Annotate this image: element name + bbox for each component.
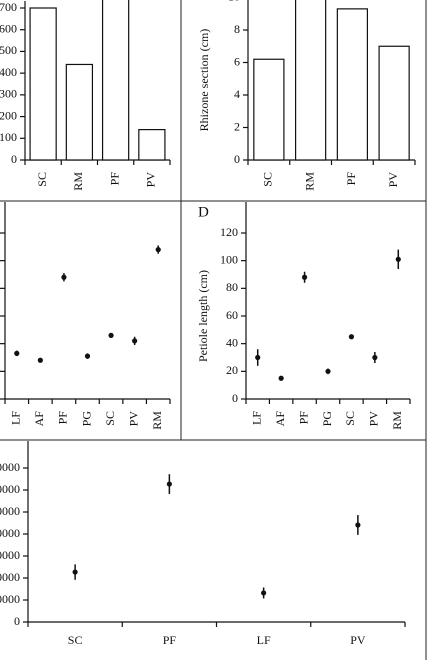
- y-tick-label: 100000: [0, 592, 20, 606]
- bar: [378, 45, 410, 161]
- x-tick-label: RM: [302, 172, 316, 191]
- y-tick-label: 80: [226, 280, 238, 294]
- panel: 0 100 200 300 400 500 600 700 SC RM PF PV: [0, 0, 171, 191]
- x-tick-label: AF: [273, 411, 287, 427]
- y-tick-label: 600000: [0, 482, 20, 496]
- panel: 020406080100120LFAFPFPGSCPVRM: [0, 202, 171, 430]
- data-point: [72, 569, 78, 575]
- x-tick-label: PF: [163, 633, 177, 647]
- panel: 0 20 40 60 80 100 120 Petiole length (cm) D LF AF P…: [196, 202, 411, 430]
- x-tick-label: PV: [386, 172, 400, 188]
- y-tick-label: 100: [220, 252, 238, 266]
- data-point: [348, 334, 355, 340]
- data-point: [108, 332, 114, 338]
- y-tick-label: 700: [0, 0, 17, 14]
- data-point: [132, 338, 138, 344]
- x-tick-label: SC: [68, 633, 83, 647]
- data-point: [301, 274, 308, 280]
- y-axis-label: Petiole length (cm): [196, 270, 210, 362]
- y-tick-label: 0: [232, 391, 238, 405]
- bar: [29, 7, 57, 161]
- panel: 0 100000 200000 300000 400000 500000 600000 700…: [0, 441, 406, 647]
- x-tick-label: PF: [344, 172, 358, 186]
- x-tick-label: PV: [367, 411, 381, 427]
- data-point: [61, 274, 67, 280]
- data-point: [278, 375, 284, 381]
- panel: 0 2 4 6 8 10 Rhizone section (cm) SC RM PF PV: [197, 0, 416, 191]
- y-tick-label: 600: [0, 21, 17, 35]
- data-point: [325, 368, 331, 374]
- x-tick-label: SC: [103, 411, 117, 426]
- data-point: [84, 353, 91, 359]
- bar: [294, 0, 327, 161]
- bar: [336, 8, 369, 161]
- x-tick-label: PG: [320, 411, 334, 427]
- y-tick-label: 700000: [0, 460, 20, 474]
- y-axis-label: Rhizone section (cm): [197, 29, 211, 132]
- y-tick-label: 400000: [0, 526, 20, 540]
- data-point: [261, 590, 267, 596]
- y-tick-label: 400: [0, 65, 17, 79]
- x-tick-label: AF: [32, 411, 46, 427]
- data-point: [395, 256, 401, 262]
- x-tick-label: SC: [261, 172, 275, 187]
- x-tick-label: RM: [150, 411, 164, 430]
- x-tick-label: RM: [390, 411, 404, 430]
- y-tick-label: 0: [14, 614, 20, 628]
- x-tick-label: PF: [56, 411, 70, 425]
- data-point: [372, 354, 378, 361]
- bar: [65, 63, 94, 161]
- x-tick-label: PF: [296, 411, 310, 425]
- y-tick-label: 300: [0, 87, 17, 101]
- data-point: [155, 247, 161, 253]
- y-tick-label: 6: [234, 54, 240, 68]
- data-point: [355, 522, 361, 528]
- y-tick-label: 8: [234, 22, 240, 36]
- data-point: [37, 357, 43, 363]
- x-tick-label: LF: [257, 633, 271, 647]
- x-tick-label: LF: [9, 411, 23, 425]
- y-tick-label: 300000: [0, 548, 20, 562]
- y-tick-label: 200000: [0, 570, 20, 584]
- y-tick-label: 2: [234, 119, 240, 133]
- x-tick-label: PG: [79, 411, 93, 427]
- bar: [101, 0, 130, 161]
- y-tick-label: 500: [0, 43, 17, 57]
- x-tick-label: PV: [126, 411, 140, 427]
- x-tick-label: PF: [107, 172, 121, 186]
- y-tick-label: 10: [228, 0, 240, 3]
- y-tick-label: 60: [226, 308, 238, 322]
- y-tick-label: 500000: [0, 504, 20, 518]
- x-tick-label: SC: [35, 172, 49, 187]
- y-tick-label: 200: [0, 108, 17, 122]
- data-point: [166, 481, 172, 487]
- y-tick-label: 20: [226, 363, 238, 377]
- panel-label: D: [198, 204, 209, 220]
- x-tick-label: LF: [249, 411, 263, 425]
- bar: [138, 129, 166, 161]
- x-tick-label: PV: [144, 172, 158, 188]
- y-tick-label: 120: [220, 225, 238, 239]
- data-point: [14, 350, 20, 356]
- data-point: [255, 354, 261, 361]
- y-tick-label: 0: [234, 152, 240, 166]
- x-tick-label: SC: [343, 411, 357, 426]
- x-tick-label: RM: [71, 172, 85, 191]
- y-tick-label: 100: [0, 130, 17, 144]
- y-tick-label: 0: [11, 152, 17, 166]
- y-tick-label: 4: [234, 87, 240, 101]
- x-tick-label: PV: [350, 633, 366, 647]
- bar: [253, 58, 285, 161]
- y-tick-label: 40: [226, 335, 238, 349]
